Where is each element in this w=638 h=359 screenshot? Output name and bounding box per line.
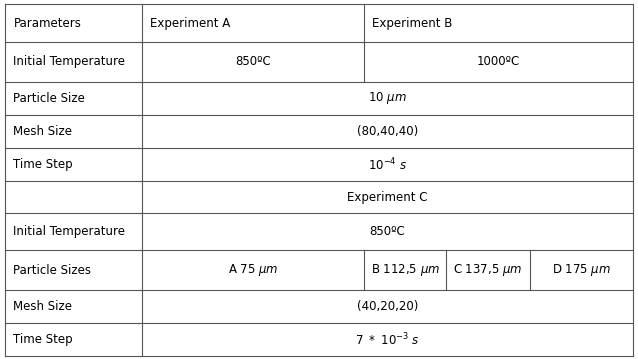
Text: Experiment A: Experiment A (151, 17, 230, 30)
Text: B 112,5 $\it{\mu m}$: B 112,5 $\it{\mu m}$ (371, 262, 440, 278)
Text: Particle Size: Particle Size (13, 92, 85, 105)
Text: D 175 $\it{\mu m}$: D 175 $\it{\mu m}$ (552, 262, 611, 278)
Text: (80,40,40): (80,40,40) (357, 125, 418, 138)
Text: Initial Temperature: Initial Temperature (13, 56, 126, 69)
Text: C 137,5 $\it{\mu m}$: C 137,5 $\it{\mu m}$ (454, 262, 523, 278)
Text: Mesh Size: Mesh Size (13, 125, 72, 138)
Text: 850ºC: 850ºC (369, 225, 405, 238)
Text: 10 $\it{\mu m}$: 10 $\it{\mu m}$ (368, 90, 407, 106)
Text: Experiment B: Experiment B (373, 17, 453, 30)
Text: Experiment C: Experiment C (347, 191, 427, 204)
Text: Parameters: Parameters (13, 17, 81, 30)
Text: Particle Sizes: Particle Sizes (13, 264, 91, 277)
Text: 1000ºC: 1000ºC (477, 56, 520, 69)
Text: Mesh Size: Mesh Size (13, 300, 72, 313)
Text: $7\ *\ 10^{-3}\ s$: $7\ *\ 10^{-3}\ s$ (355, 331, 420, 348)
Text: 850ºC: 850ºC (235, 56, 271, 69)
Text: $10^{-4}\ s$: $10^{-4}\ s$ (368, 156, 407, 173)
Text: Initial Temperature: Initial Temperature (13, 225, 126, 238)
Text: A 75 $\it{\mu m}$: A 75 $\it{\mu m}$ (228, 262, 278, 278)
Text: (40,20,20): (40,20,20) (357, 300, 418, 313)
Text: Time Step: Time Step (13, 333, 73, 346)
Text: Time Step: Time Step (13, 158, 73, 171)
